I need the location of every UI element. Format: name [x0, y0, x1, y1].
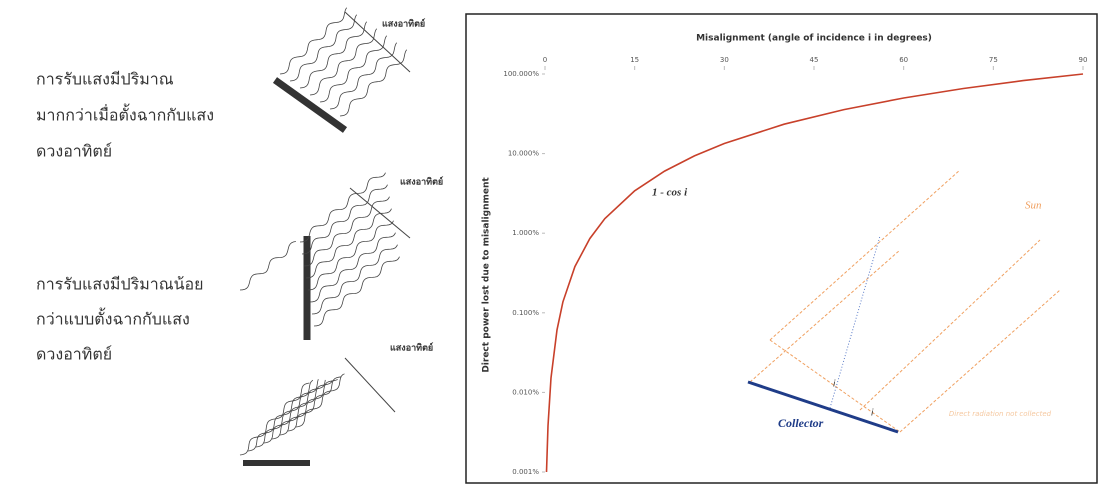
- sun-rays: [749, 169, 1061, 433]
- light-ray: [307, 220, 394, 291]
- light-ray: [239, 382, 310, 456]
- collector-label: Collector: [778, 416, 824, 430]
- angle-label: i: [833, 380, 836, 390]
- light-ray: [303, 196, 390, 267]
- sun-label: แสงอาทิตย์: [390, 342, 433, 354]
- inset-diagram: [747, 169, 1061, 434]
- x-tick-label: 15: [630, 56, 639, 64]
- x-tick-label: 90: [1079, 56, 1088, 64]
- light-ray: [289, 14, 358, 82]
- angle-label: i: [871, 409, 874, 419]
- statement-line: มากกว่าเมื่อตั้งฉากกับแสง: [36, 104, 214, 125]
- inset-note: Direct radiation not collected: [949, 410, 1052, 418]
- light-ray: [271, 380, 333, 440]
- light-ray: [299, 172, 386, 243]
- sun-label: Sun: [1025, 200, 1042, 212]
- statement-line: การรับแสงมีปริมาณน้อย: [36, 275, 204, 294]
- light-ray: [279, 379, 338, 436]
- y-axis-label: Direct power lost due to misalignment: [482, 177, 492, 373]
- light-ray: [309, 232, 396, 303]
- statement-line: ดวงอาทิตย์: [36, 345, 112, 364]
- x-tick-label: 0: [543, 56, 547, 64]
- sunlight-diagrams: [239, 7, 411, 466]
- light-ray: [295, 373, 345, 428]
- curve: [545, 73, 1084, 473]
- dimension-line: [349, 187, 411, 239]
- y-tick-label: 0.010%: [512, 388, 539, 396]
- y-tick-label: 100.000%: [503, 70, 539, 78]
- y-tick-label: 0.100%: [512, 309, 539, 317]
- light-ray: [239, 241, 296, 291]
- light-ray: [319, 35, 388, 103]
- light-ray: [339, 49, 408, 117]
- x-tick-label: 45: [810, 56, 819, 64]
- sun-label: แสงอาทิตย์: [400, 176, 443, 188]
- light-ray: [255, 379, 319, 448]
- statement-line: ดวงอาทิตย์: [36, 142, 112, 161]
- collector: [747, 380, 899, 434]
- light-ray: [247, 379, 314, 452]
- light-ray: [263, 379, 326, 444]
- y-tick-label: 10.000%: [508, 150, 539, 158]
- light-ray: [279, 7, 348, 75]
- y-tick-label: 0.001%: [512, 468, 539, 476]
- light-ray: [313, 256, 400, 327]
- curve-label: 1 - cos i: [652, 187, 688, 199]
- x-tick-label: 60: [899, 56, 908, 64]
- x-tick-label: 30: [720, 56, 729, 64]
- light-ray: [311, 244, 398, 315]
- panel: [272, 77, 348, 133]
- light-ray: [309, 28, 378, 96]
- light-ray: [299, 21, 368, 89]
- light-ray: [287, 376, 342, 432]
- y-tick-label: 1.000%: [512, 229, 539, 237]
- chart-frame: [465, 13, 1098, 484]
- sun-label: แสงอาทิตย์: [382, 18, 425, 30]
- x-axis-label: Misalignment (angle of incidence i in de…: [696, 34, 932, 44]
- x-tick-label: 75: [989, 56, 998, 64]
- dimension-line: [344, 11, 411, 73]
- light-ray: [301, 184, 388, 255]
- statement-line: การรับแสงมีปริมาณ: [36, 70, 174, 89]
- left-text: การรับแสงมีปริมาณ มากกว่าเมื่อตั้งฉากกับ…: [36, 70, 214, 364]
- light-ray: [305, 208, 392, 279]
- light-ray: [329, 42, 398, 110]
- dimension-line: [344, 357, 396, 413]
- statement-line: กว่าแบบตั้งฉากกับแสง: [36, 308, 190, 329]
